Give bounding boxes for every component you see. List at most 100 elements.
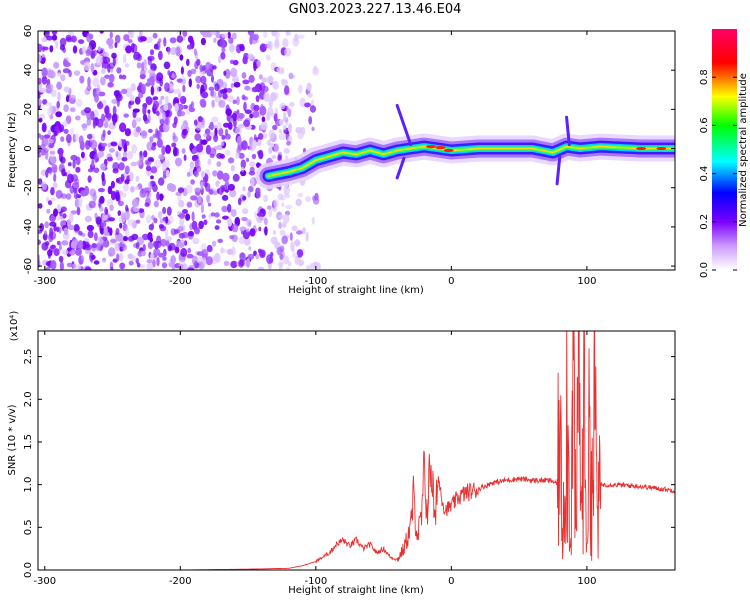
top-y-tick-label: -40 (23, 219, 34, 235)
noise-blob (213, 133, 219, 143)
noise-blob (53, 173, 57, 182)
noise-blob (38, 53, 42, 63)
noise-blob (162, 250, 166, 257)
colorbar-tick-label: 0.2 (699, 214, 710, 230)
noise-blob (276, 246, 283, 256)
noise-blob (135, 117, 142, 123)
noise-blob (230, 46, 237, 51)
noise-blob (227, 157, 235, 164)
noise-blob (256, 212, 264, 217)
noise-blob (135, 186, 140, 191)
noise-blob (146, 78, 152, 83)
noise-blob (50, 187, 55, 196)
noise-blob (78, 197, 83, 208)
noise-blob (245, 157, 250, 163)
noise-blob (278, 129, 282, 134)
noise-blob (73, 191, 79, 200)
noise-blob (117, 210, 122, 216)
noise-blob (212, 256, 219, 261)
noise-blob (261, 116, 266, 123)
noise-blob (217, 238, 223, 243)
noise-blob (135, 242, 140, 250)
noise-blob (164, 236, 173, 242)
noise-blob (244, 109, 252, 114)
noise-blob (210, 212, 215, 217)
bottom-x-tick-label: 100 (577, 576, 596, 587)
noise-blob (232, 59, 239, 66)
noise-blob (62, 68, 71, 74)
noise-blob (253, 225, 257, 230)
noise-blob (218, 89, 223, 98)
noise-blob (130, 161, 137, 167)
noise-blob (87, 45, 92, 55)
noise-blob (137, 36, 144, 43)
noise-blob (285, 204, 293, 210)
noise-blob (295, 198, 302, 207)
noise-blob (159, 77, 163, 87)
noise-blob (47, 200, 53, 206)
noise-blob (243, 119, 251, 127)
noise-blob (127, 150, 134, 160)
noise-blob (209, 131, 215, 137)
noise-blob (260, 103, 264, 114)
noise-blob (123, 211, 130, 221)
noise-blob (153, 43, 159, 50)
noise-blob (236, 135, 242, 146)
noise-blob (167, 70, 171, 76)
noise-blob (258, 74, 263, 80)
noise-blob (222, 215, 229, 220)
noise-blob (108, 73, 115, 83)
noise-blob (263, 31, 268, 38)
noise-blob (69, 250, 77, 256)
noise-blob (171, 142, 177, 148)
noise-blob (66, 262, 73, 268)
noise-blob (93, 153, 99, 164)
noise-blob (312, 196, 320, 205)
noise-blob (230, 117, 234, 123)
noise-blob (302, 227, 306, 235)
bottom-x-tick-label: -100 (304, 576, 327, 587)
noise-blob (77, 240, 84, 250)
noise-blob (201, 91, 209, 99)
noise-blob (200, 31, 206, 36)
noise-blob (282, 124, 287, 131)
noise-blob (278, 133, 286, 141)
noise-blob (110, 190, 116, 201)
noise-blob (121, 139, 127, 149)
noise-blob (121, 192, 127, 198)
noise-blob (135, 175, 140, 182)
noise-blob (273, 199, 279, 208)
noise-blob (216, 170, 224, 180)
noise-blob (187, 247, 192, 254)
noise-blob (152, 142, 157, 147)
noise-blob (55, 111, 63, 118)
noise-blob (178, 199, 185, 208)
noise-blob (116, 67, 122, 74)
ridge-spur (565, 115, 571, 147)
noise-blob (70, 154, 78, 161)
noise-blob (242, 195, 247, 201)
noise-blob (44, 266, 51, 270)
noise-blob (123, 113, 129, 118)
noise-blob (270, 142, 274, 148)
noise-blob (47, 107, 52, 117)
noise-blob (158, 154, 165, 160)
noise-blob (95, 216, 102, 225)
noise-blob (135, 219, 141, 224)
noise-blob (281, 202, 285, 208)
noise-blob (237, 197, 242, 206)
ridge-peak (435, 145, 446, 150)
noise-blob (130, 186, 135, 193)
noise-blob (127, 218, 135, 227)
noise-blob (230, 260, 238, 269)
noise-blob (179, 217, 185, 227)
noise-blob (107, 82, 114, 88)
noise-blob (125, 227, 130, 238)
noise-blob (253, 104, 260, 112)
noise-blob (84, 107, 92, 114)
noise-blob (163, 103, 169, 112)
noise-blob (70, 35, 77, 43)
noise-blob (97, 188, 105, 193)
noise-blob (243, 237, 251, 246)
